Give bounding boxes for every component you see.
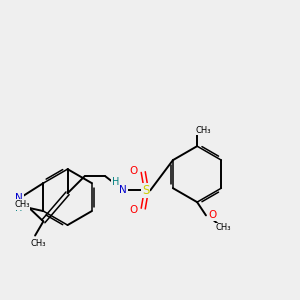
Text: H: H — [112, 177, 119, 187]
Text: N: N — [119, 185, 127, 195]
Text: O: O — [130, 205, 138, 215]
Text: O: O — [208, 210, 217, 220]
Text: CH₃: CH₃ — [31, 239, 46, 248]
Text: CH₃: CH₃ — [14, 200, 30, 209]
Text: O: O — [130, 166, 138, 176]
Text: S: S — [142, 184, 149, 197]
Text: CH₃: CH₃ — [216, 223, 231, 232]
Text: H: H — [16, 203, 23, 213]
Text: CH₃: CH₃ — [196, 126, 211, 135]
Text: N: N — [15, 194, 23, 203]
